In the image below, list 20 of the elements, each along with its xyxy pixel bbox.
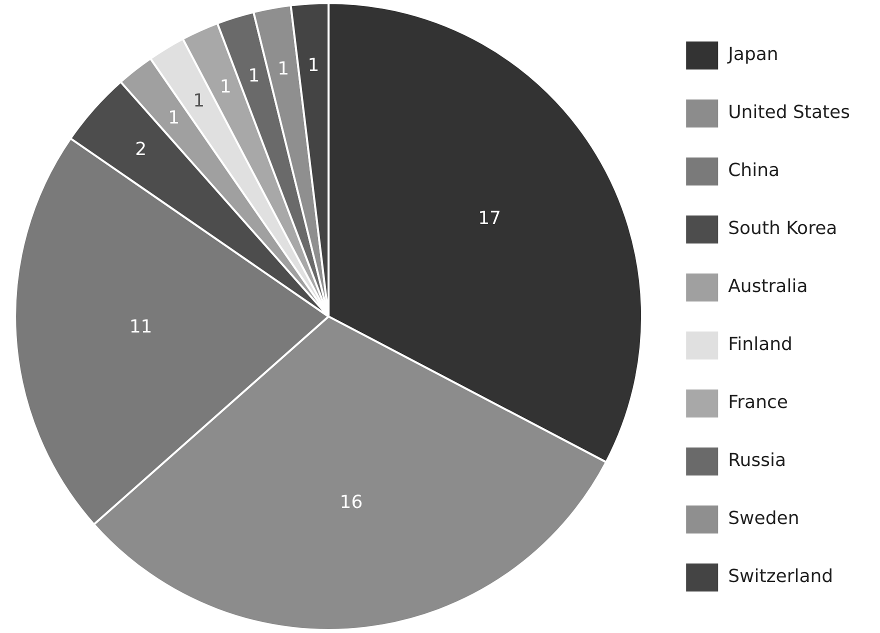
data-label: 16 [340,492,363,513]
legend-label: Russia [728,450,786,472]
legend-label: Switzerland [728,566,834,588]
legend-label: France [728,392,788,414]
data-label: 1 [193,90,205,112]
legend-label: South Korea [728,218,838,240]
data-label: 2 [135,138,147,160]
data-label: 1 [278,58,290,80]
legend-label: Finland [728,334,792,356]
legend-label: Japan [727,44,778,66]
legend-label: Sweden [728,508,800,530]
data-label: 17 [478,208,501,229]
data-label: 1 [220,76,232,98]
legend-label: Australia [728,276,808,298]
data-label: 1 [168,108,180,129]
legend-label: United States [728,102,850,124]
data-label: 1 [308,54,320,76]
legend-label: China [728,160,780,182]
data-label: 1 [248,66,260,87]
data-label: 11 [129,316,152,338]
